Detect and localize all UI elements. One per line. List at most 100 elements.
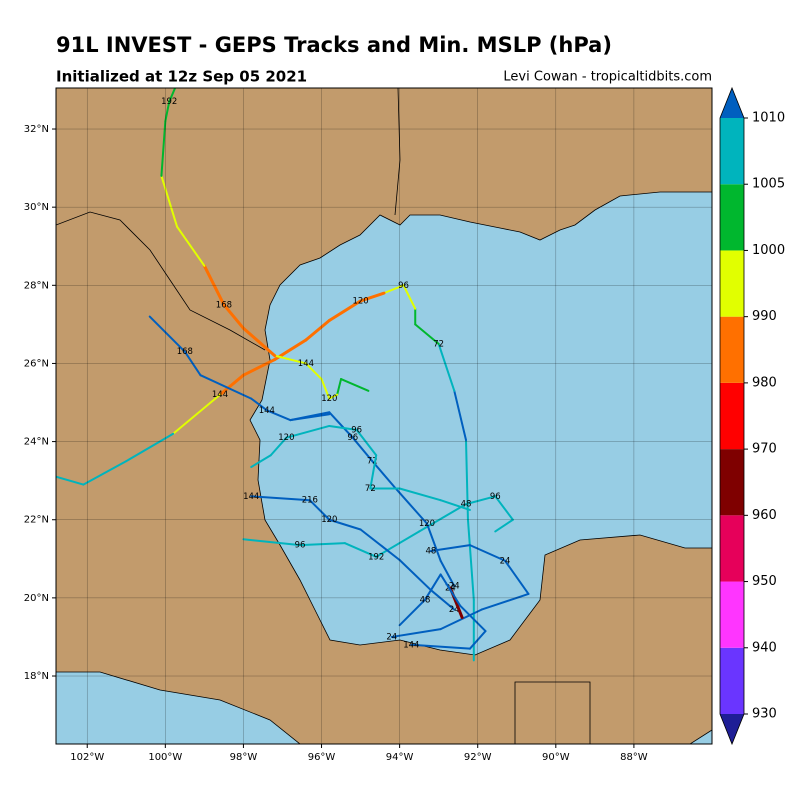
colorbar-bin (720, 184, 744, 251)
track-segment (466, 518, 475, 601)
y-tick-label: 20°N (24, 593, 49, 604)
y-tick-label: 24°N (24, 437, 49, 448)
track-segment (336, 378, 343, 396)
hour-label: 120 (352, 296, 368, 306)
hour-label: 96 (398, 281, 409, 291)
colorbar-label: 1010 (752, 111, 785, 126)
hour-label: 192 (368, 552, 384, 562)
hour-label: 144 (403, 640, 419, 650)
track-segment (328, 518, 362, 531)
hour-label: 192 (161, 97, 177, 107)
hour-label: 72 (365, 484, 376, 494)
track-segment (148, 315, 186, 353)
track-segment (398, 558, 432, 592)
colorbar-bin (720, 647, 744, 714)
track-segment (304, 318, 331, 342)
hour-label: 144 (298, 359, 314, 369)
colorbar-under (720, 714, 744, 744)
y-tick-label: 26°N (24, 358, 49, 369)
track-segment (439, 499, 471, 511)
track-segment (160, 120, 167, 177)
track-segment (328, 411, 354, 439)
basemap (56, 88, 712, 744)
hour-label: 96 (351, 425, 362, 435)
track-segment (250, 397, 268, 412)
track-segment (343, 542, 378, 558)
hour-label: 48 (420, 595, 431, 605)
hour-label: 144 (259, 406, 275, 416)
border (394, 88, 401, 216)
track-segment (504, 559, 530, 595)
track-segment (327, 299, 363, 322)
colorbar-label: 1005 (752, 177, 785, 192)
x-tick-label: 100°W (148, 752, 182, 763)
credit: Levi Cowan - tropicaltidbits.com (503, 70, 712, 85)
track-segment (418, 503, 467, 533)
track-segment (414, 323, 440, 345)
track-segment (82, 460, 128, 486)
track-segment (176, 225, 206, 267)
track-segment (250, 495, 311, 502)
track-segment (371, 460, 397, 490)
track-segment (429, 589, 456, 611)
hour-label: 96 (490, 492, 501, 502)
track-segment (164, 100, 171, 123)
colorbar-over (720, 88, 744, 118)
track-segment (340, 378, 370, 392)
hour-label: 168 (216, 300, 232, 310)
track-segment (250, 454, 272, 468)
track-segment (394, 487, 428, 525)
track-segment (241, 358, 277, 377)
track-segment (453, 389, 467, 442)
track-segment (199, 374, 253, 400)
track-segment (410, 643, 471, 650)
track-segment (465, 439, 469, 521)
x-tick-label: 90°W (542, 752, 570, 763)
hour-label: 168 (177, 347, 193, 357)
track-segment (390, 628, 442, 638)
track-segment (304, 362, 323, 381)
track-segment (383, 284, 405, 295)
y-tick-label: 18°N (24, 671, 49, 682)
track-segment (480, 592, 530, 611)
hour-label: 24 (449, 605, 460, 615)
track-segment (160, 174, 179, 228)
track-segment (468, 544, 507, 562)
track-segment (439, 608, 483, 631)
track-segment (168, 88, 177, 103)
track-segment (429, 544, 471, 552)
colorbar-label: 970 (752, 442, 777, 457)
colorbar-bin (720, 250, 744, 317)
track-segment (359, 528, 401, 561)
colorbar-label: 1000 (752, 243, 785, 258)
hour-label: 24 (386, 632, 397, 642)
track-segment (359, 291, 386, 303)
y-tick-label: 22°N (24, 515, 49, 526)
track-segment (172, 393, 221, 435)
hour-label: 216 (302, 496, 318, 506)
hour-label: 144 (243, 492, 259, 502)
hour-label: 24 (500, 556, 511, 566)
subtitle: Initialized at 12z Sep 05 2021 (56, 68, 307, 86)
track-segment (437, 342, 456, 392)
colorbar-label: 930 (752, 707, 777, 722)
hour-label: 24 (449, 582, 460, 592)
track-segment (459, 604, 487, 633)
colorbar-bin (720, 449, 744, 516)
x-tick-label: 98°W (230, 752, 258, 763)
track-segment (375, 530, 421, 558)
track-segment (398, 598, 426, 627)
colorbar-bin (720, 316, 744, 383)
track-segment (425, 522, 442, 562)
x-tick-label: 88°W (620, 752, 648, 763)
track-segment (369, 454, 378, 490)
track-segment (424, 573, 442, 601)
colorbar-label: 980 (752, 375, 777, 390)
track-segment (320, 378, 331, 400)
x-tick-label: 96°W (308, 752, 336, 763)
border (56, 211, 266, 351)
colorbar-bin (720, 382, 744, 450)
colorbar-bin (720, 515, 744, 582)
track-segment (56, 475, 85, 486)
colorbar-label: 940 (752, 640, 777, 655)
